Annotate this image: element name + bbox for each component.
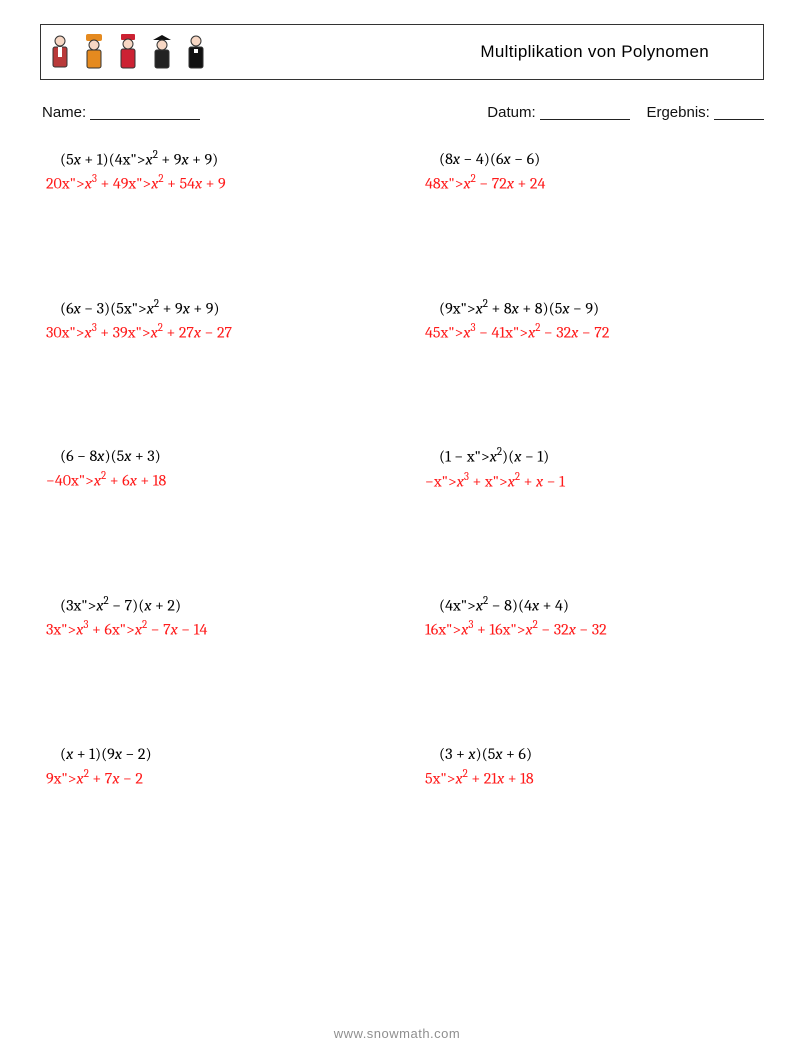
answer-text: 45x">x3 − 41x">x2 − 32x − 72 xyxy=(425,320,764,344)
problem-cell: (3x">x2 − 7)(x + 2)3x">x3 + 6x">x2 − 7x … xyxy=(46,593,385,642)
answer-text: 20x">x3 + 49x">x2 + 54x + 9 xyxy=(46,171,385,195)
answer-text: 9x">x2 + 7x − 2 xyxy=(46,766,385,790)
header-icons xyxy=(47,32,209,72)
problem-text: (5x + 1)(4x">x2 + 9x + 9) xyxy=(46,147,385,171)
score-label: Ergebnis: xyxy=(630,104,714,121)
problem-cell: (3 + x)(5x + 6)5x">x2 + 21x + 18 xyxy=(425,742,764,790)
name-label: Name: xyxy=(42,104,90,121)
problem-cell: (6x − 3)(5x">x2 + 9x + 9)30x">x3 + 39x">… xyxy=(46,296,385,345)
problem-cell: (8x − 4)(6x − 6)48x">x2 − 72x + 24 xyxy=(425,147,764,196)
icon-person-4 xyxy=(149,32,175,72)
problem-text: (4x">x2 − 8)(4x + 4) xyxy=(425,593,764,617)
answer-text: −40x">x2 + 6x + 18 xyxy=(46,468,385,492)
worksheet-title: Multiplikation von Polynomen xyxy=(480,42,709,62)
name-blank[interactable] xyxy=(90,104,200,120)
answer-text: 5x">x2 + 21x + 18 xyxy=(425,766,764,790)
problem-text: (1 − x">x2)(x − 1) xyxy=(425,444,764,468)
icon-person-1 xyxy=(47,32,73,72)
meta-row: Name: Datum: Ergebnis: xyxy=(42,104,764,121)
problem-cell: (5x + 1)(4x">x2 + 9x + 9)20x">x3 + 49x">… xyxy=(46,147,385,196)
footer-watermark: www.snowmath.com xyxy=(0,1026,794,1041)
icon-person-3 xyxy=(115,32,141,72)
header-box: Multiplikation von Polynomen xyxy=(40,24,764,80)
problem-text: (6x − 3)(5x">x2 + 9x + 9) xyxy=(46,296,385,320)
date-blank[interactable] xyxy=(540,104,630,120)
icon-person-2 xyxy=(81,32,107,72)
date-label: Datum: xyxy=(487,104,540,121)
problem-text: (3x">x2 − 7)(x + 2) xyxy=(46,593,385,617)
problem-cell: (x + 1)(9x − 2)9x">x2 + 7x − 2 xyxy=(46,742,385,790)
answer-text: 3x">x3 + 6x">x2 − 7x − 14 xyxy=(46,617,385,641)
problem-text: (6 − 8x)(5x + 3) xyxy=(46,444,385,468)
answer-text: 48x">x2 − 72x + 24 xyxy=(425,171,764,195)
problem-cell: (1 − x">x2)(x − 1)−x">x3 + x">x2 + x − 1 xyxy=(425,444,764,493)
score-blank[interactable] xyxy=(714,104,764,120)
problem-text: (3 + x)(5x + 6) xyxy=(425,742,764,766)
answer-text: −x">x3 + x">x2 + x − 1 xyxy=(425,469,764,493)
problem-text: (9x">x2 + 8x + 8)(5x − 9) xyxy=(425,296,764,320)
problem-cell: (6 − 8x)(5x + 3)−40x">x2 + 6x + 18 xyxy=(46,444,385,493)
problem-cell: (9x">x2 + 8x + 8)(5x − 9)45x">x3 − 41x">… xyxy=(425,296,764,345)
problem-text: (x + 1)(9x − 2) xyxy=(46,742,385,766)
answer-text: 16x">x3 + 16x">x2 − 32x − 32 xyxy=(425,617,764,641)
answer-text: 30x">x3 + 39x">x2 + 27x − 27 xyxy=(46,320,385,344)
problem-grid: (5x + 1)(4x">x2 + 9x + 9)20x">x3 + 49x">… xyxy=(40,147,764,790)
icon-person-5 xyxy=(183,32,209,72)
problem-text: (8x − 4)(6x − 6) xyxy=(425,147,764,171)
problem-cell: (4x">x2 − 8)(4x + 4)16x">x3 + 16x">x2 − … xyxy=(425,593,764,642)
